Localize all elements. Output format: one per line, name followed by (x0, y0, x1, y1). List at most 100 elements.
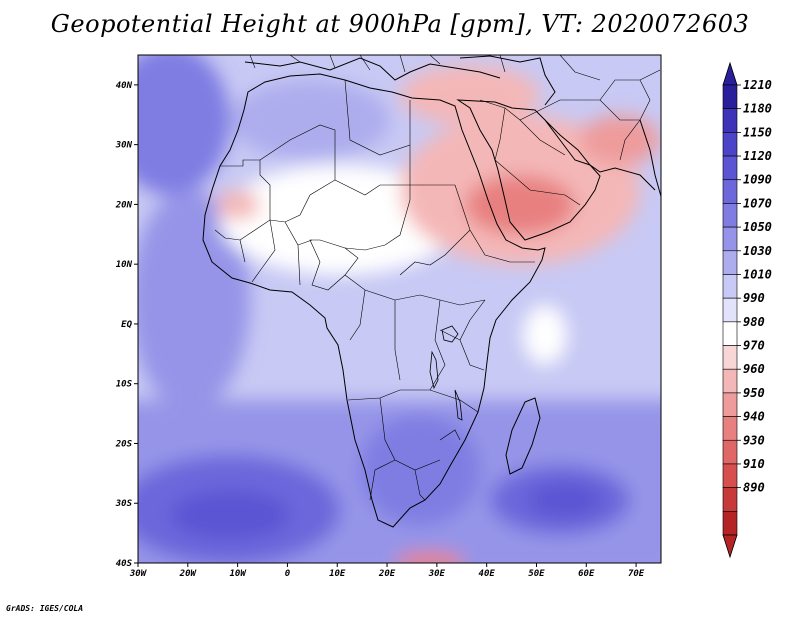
colorbar-swatch (722, 297, 738, 323)
colorbar-swatch (722, 463, 738, 488)
border-south-asia (599, 69, 661, 161)
colorbar-label: 970 (743, 339, 765, 353)
colorbar-label: 1010 (743, 267, 772, 281)
field-south-atlantic-core (170, 490, 290, 540)
colorbar-label: 980 (743, 315, 765, 329)
colorbar-top-arrow (722, 61, 738, 86)
field-arabian-core (465, 175, 575, 235)
lon-tick-label: 10W (229, 569, 247, 579)
colorbar-swatch (722, 511, 738, 536)
colorbar-label: 1030 (743, 244, 772, 258)
colorbar-bottom-arrow (722, 534, 738, 559)
lon-tick-label: 50E (528, 569, 545, 579)
lon-tick-label: 30E (428, 569, 446, 579)
lon-tick-label: 70E (628, 569, 645, 579)
colorbar-swatch (722, 132, 738, 157)
lake-malawi (454, 389, 463, 421)
colorbar-swatch (722, 203, 738, 228)
colorbar-swatch (722, 439, 738, 465)
colorbar-swatch (722, 487, 738, 512)
field-south-edge-low (395, 552, 465, 563)
lat-tick-label: 40S (116, 559, 133, 569)
colorbar-swatch (722, 345, 738, 370)
field-sahel-low (220, 165, 460, 275)
lon-tick-label: 30W (129, 569, 148, 579)
lon-tick-label: 10E (329, 569, 346, 579)
colorbar-swatch (722, 368, 738, 394)
india-coast (639, 119, 661, 199)
chart-title: Geopotential Height at 900hPa [gpm], VT:… (50, 10, 750, 38)
lake-tanganyika (429, 350, 439, 390)
lon-tick-label: 0 (285, 569, 291, 579)
lon-tick-label: 60E (578, 569, 595, 579)
border-europe (249, 55, 601, 81)
colorbar-label: 1150 (743, 125, 772, 139)
lat-tick-label: 10S (116, 380, 133, 390)
field-north-atlantic-high (138, 55, 230, 195)
border-southern-africa (347, 389, 479, 501)
africa-coastline (202, 73, 546, 528)
colorbar-label: 940 (743, 410, 765, 424)
lat-tick-label: 30S (115, 499, 133, 509)
grads-credit: GrADS: IGES/COLA (6, 604, 84, 613)
colorbar-swatch (722, 155, 738, 181)
colorbar-label: 890 (743, 481, 765, 495)
border-east-africa (439, 299, 486, 371)
border-chad-sudan (334, 179, 411, 251)
border-west-africa (239, 219, 313, 286)
lat-tick-label: 20N (115, 200, 133, 210)
latitude-axis: 40N 30N 20N 10N EQ 10S 20S 30S 40S (115, 81, 138, 569)
lat-tick-label: 10N (116, 260, 133, 270)
colorbar-swatch (722, 108, 738, 133)
geopotential-field (138, 55, 661, 563)
lat-tick-label: EQ (121, 320, 132, 330)
colorbar-swatch (722, 226, 738, 252)
colorbar-swatch (722, 416, 738, 441)
colorbar-swatch (722, 179, 738, 204)
lon-tick-label: 20E (378, 569, 396, 579)
border-west-sahara (214, 159, 271, 241)
field-iran-low (580, 115, 660, 165)
colorbar-label: 990 (743, 291, 765, 305)
field-west-atlantic (138, 190, 250, 410)
field-mideast-low (400, 65, 540, 125)
colorbar-swatch (722, 274, 738, 299)
colorbar-label: 910 (743, 457, 765, 471)
field-indian-ocean-core (527, 482, 603, 518)
longitude-axis: 30W 20W 10W 0 10E 20E 30E 40E 50E 60E 70E (129, 563, 645, 579)
field-southern-africa-high (360, 415, 480, 525)
colorbar-label: 1180 (743, 102, 772, 116)
persian-gulf (544, 119, 656, 191)
map-frame (137, 54, 662, 564)
colorbar-swatch (722, 392, 738, 417)
colorbar-swatch (722, 84, 738, 109)
lon-tick-label: 20W (179, 569, 198, 579)
black-caspian-shore (459, 55, 556, 106)
country-borders (214, 55, 661, 501)
colorbar-label: 950 (743, 386, 765, 400)
colorbar-label: 1050 (743, 220, 772, 234)
lake-victoria (441, 325, 459, 343)
lon-tick-label: 40E (479, 569, 496, 579)
colorbar-label: 960 (743, 362, 765, 376)
colorbar-label: 1070 (743, 196, 772, 210)
colorbar-label: 1120 (743, 149, 772, 163)
border-central-africa (344, 274, 486, 391)
colorbar: 1210 1180 1150 1120 1090 1070 1050 1030 1010 990 9… (722, 61, 772, 559)
madagascar-coastline (505, 397, 541, 475)
colorbar-label: 1090 (743, 173, 772, 187)
lat-tick-label: 40N (116, 81, 133, 91)
lakes (429, 325, 463, 421)
colorbar-swatch (722, 321, 738, 346)
mediterranean-north-shore (244, 57, 501, 81)
lat-tick-label: 30N (115, 141, 133, 151)
colorbar-label: 1210 (743, 78, 772, 92)
field-mauritania-low (216, 190, 260, 220)
border-ethiopia (399, 184, 535, 276)
colorbar-swatch (722, 250, 738, 275)
arabian-coastline (456, 99, 601, 241)
lat-tick-label: 20S (115, 439, 133, 449)
coastlines (202, 55, 661, 528)
field-equatorial-pocket (523, 305, 567, 365)
